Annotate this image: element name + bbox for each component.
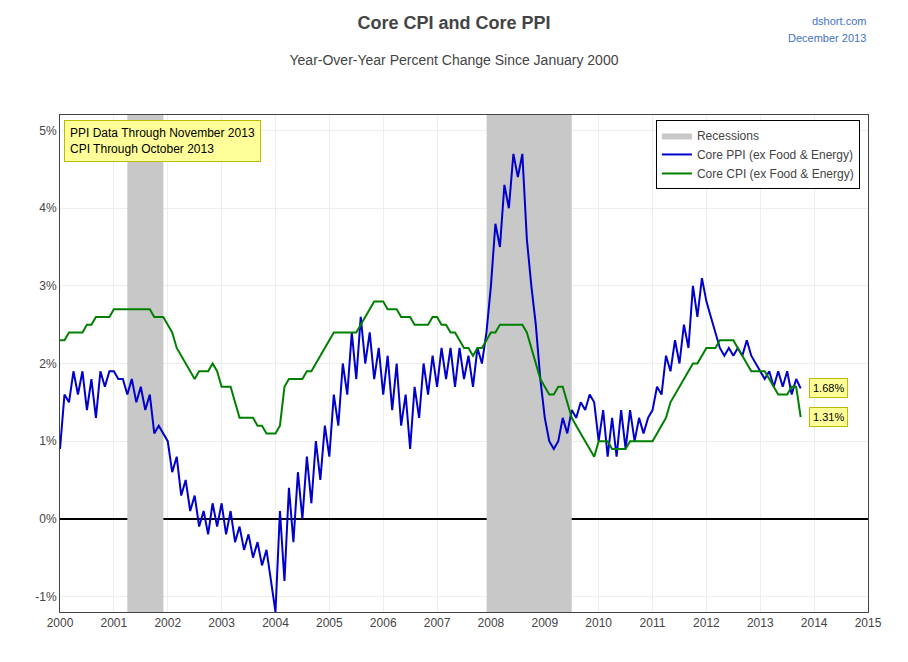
- svg-text:4%: 4%: [39, 201, 57, 215]
- svg-text:2000: 2000: [47, 616, 74, 630]
- svg-text:0%: 0%: [39, 512, 57, 526]
- svg-text:dshort.com: dshort.com: [812, 15, 866, 27]
- svg-text:2005: 2005: [316, 616, 343, 630]
- svg-text:Core CPI (ex Food & Energy): Core CPI (ex Food & Energy): [697, 167, 854, 181]
- svg-text:1.68%: 1.68%: [813, 382, 844, 394]
- svg-text:December 2013: December 2013: [788, 32, 866, 44]
- svg-text:Core CPI and Core PPI: Core CPI and Core PPI: [357, 13, 550, 33]
- svg-text:3%: 3%: [39, 279, 57, 293]
- svg-text:2006: 2006: [370, 616, 397, 630]
- svg-text:2002: 2002: [154, 616, 181, 630]
- svg-text:2008: 2008: [478, 616, 505, 630]
- svg-text:2%: 2%: [39, 357, 57, 371]
- svg-text:PPI Data Through November 2013: PPI Data Through November 2013CPI Throug…: [70, 126, 255, 156]
- svg-text:2011: 2011: [640, 616, 666, 630]
- svg-text:Core PPI (ex Food & Energy): Core PPI (ex Food & Energy): [697, 148, 853, 162]
- svg-text:1.31%: 1.31%: [813, 411, 844, 423]
- svg-text:2009: 2009: [531, 616, 558, 630]
- svg-text:2013: 2013: [747, 616, 774, 630]
- svg-text:2007: 2007: [424, 616, 451, 630]
- svg-text:2001: 2001: [101, 616, 128, 630]
- svg-text:2004: 2004: [262, 616, 289, 630]
- svg-text:2014: 2014: [801, 616, 828, 630]
- svg-text:-1%: -1%: [35, 590, 57, 604]
- svg-text:2010: 2010: [585, 616, 612, 630]
- svg-text:2012: 2012: [693, 616, 720, 630]
- svg-text:2003: 2003: [208, 616, 235, 630]
- svg-text:Year-Over-Year Percent Change: Year-Over-Year Percent Change Since Janu…: [290, 52, 619, 68]
- svg-text:Recessions: Recessions: [697, 129, 759, 143]
- svg-text:2015: 2015: [855, 616, 882, 630]
- svg-text:5%: 5%: [39, 124, 57, 138]
- svg-text:1%: 1%: [39, 434, 57, 448]
